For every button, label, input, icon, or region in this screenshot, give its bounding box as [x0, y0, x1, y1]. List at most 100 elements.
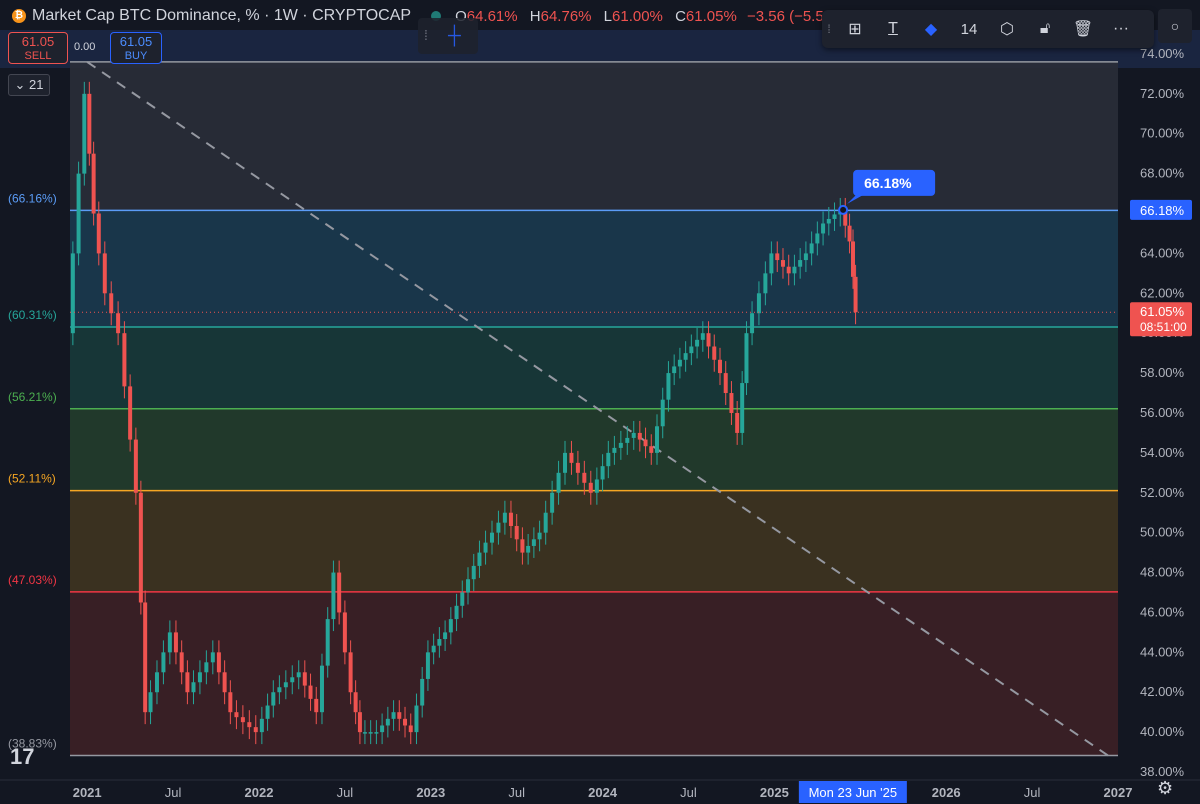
candle-body: [167, 632, 172, 653]
candle-body: [271, 692, 276, 706]
drawing-drag-handle[interactable]: ⁞ ┼: [418, 18, 478, 54]
add-template-icon[interactable]: ⊞: [848, 21, 862, 38]
indicator-toggle[interactable]: ⌄ 21: [8, 74, 50, 96]
callout-box: [853, 169, 936, 196]
fib-zone: [70, 408, 1118, 491]
text-color-icon[interactable]: T: [888, 20, 898, 37]
candle-body: [408, 725, 413, 733]
candle-body: [91, 153, 96, 214]
x-tick-label: Jul: [1024, 785, 1041, 800]
settings-icon[interactable]: ⬡: [1000, 21, 1014, 38]
lock-icon[interactable]: 🔓︎: [1039, 20, 1051, 37]
candle-body: [448, 619, 453, 633]
candle-body: [543, 512, 548, 533]
spread-value: 0.00: [74, 41, 96, 53]
candle-body: [612, 447, 617, 453]
fill-color-icon[interactable]: ◆: [924, 21, 938, 38]
candle-body: [853, 276, 858, 313]
candle-body: [550, 492, 555, 513]
sell-button[interactable]: 61.05 SELL: [8, 32, 68, 64]
fib-level-label: (60.31%): [8, 308, 57, 322]
candle-body: [197, 672, 202, 683]
delete-icon[interactable]: 🗑︎: [1072, 21, 1094, 38]
candle-body: [454, 605, 459, 620]
x-tick-label: 2027: [1104, 785, 1133, 800]
y-tick-label: 54.00%: [1140, 445, 1185, 460]
x-tick-label: Jul: [165, 785, 182, 800]
candle-body: [403, 718, 408, 726]
candle-body: [148, 692, 153, 713]
x-tick-label: 2022: [245, 785, 274, 800]
candle-body: [82, 93, 87, 174]
candle-body: [128, 386, 133, 440]
candle-body: [717, 359, 722, 374]
tradingview-logo-icon: 17: [10, 744, 35, 769]
scale-settings-icon[interactable]: ⚙: [1157, 778, 1174, 798]
candle-body: [185, 672, 190, 693]
candle-body: [740, 383, 745, 433]
candle-body: [133, 439, 138, 493]
candle-body: [496, 522, 501, 533]
candle-body: [508, 512, 513, 527]
drag-icon: ⁞: [424, 27, 428, 43]
candle-body: [253, 727, 258, 733]
y-tick-label: 62.00%: [1140, 285, 1185, 300]
candle-body: [606, 452, 611, 467]
candle-body: [240, 717, 245, 723]
candle-body: [431, 645, 436, 653]
callout-pointer: [847, 193, 866, 204]
candle-body: [594, 479, 599, 493]
fib-zone: [70, 61, 1118, 211]
toolbar-drag-icon[interactable]: ⁞: [827, 22, 831, 36]
buy-button[interactable]: 61.05 BUY: [110, 32, 162, 64]
candle-body: [460, 592, 465, 606]
y-tick-label: 70.00%: [1140, 126, 1185, 141]
candle-body: [331, 572, 336, 620]
x-tick-label: Jul: [337, 785, 354, 800]
callout-text: 66.18%: [864, 175, 912, 191]
y-tick-label: 74.00%: [1140, 46, 1185, 61]
candle-body: [265, 705, 270, 719]
candle-body: [729, 393, 734, 413]
more-icon[interactable]: ···: [1113, 20, 1129, 37]
candle-body: [161, 652, 166, 673]
candle-body: [618, 442, 623, 448]
candle-body: [191, 682, 196, 693]
fib-zone: [70, 490, 1118, 592]
peak-marker: [838, 204, 849, 215]
x-tick-label: 2023: [416, 785, 445, 800]
candle-body: [769, 253, 774, 274]
fib-level-label: (47.03%): [8, 573, 57, 587]
candle-body: [234, 712, 239, 718]
candle-body: [526, 545, 531, 553]
candle-body: [391, 712, 396, 719]
candle-body: [283, 682, 288, 688]
last-price-text: 61.05%: [1140, 304, 1185, 319]
candle-body: [420, 678, 425, 706]
font-size-select[interactable]: 14: [960, 20, 978, 38]
candle-body: [471, 565, 476, 580]
candle-body: [821, 223, 826, 234]
candle-body: [677, 359, 682, 367]
candle-body: [763, 273, 768, 294]
candle-body: [314, 698, 319, 713]
candle-body: [337, 572, 342, 613]
candle-body: [723, 373, 728, 394]
candle-body: [308, 685, 313, 699]
candle-body: [514, 526, 519, 540]
candle-body: [843, 209, 848, 226]
candle-body: [385, 718, 390, 726]
symbol-title[interactable]: Market Cap BTC Dominance, % · 1W · CRYPT…: [32, 7, 412, 24]
candle-body: [222, 672, 227, 693]
x-tick-label: Jul: [680, 785, 697, 800]
candle-body: [380, 725, 385, 733]
candle-body: [706, 333, 711, 347]
y-tick-label: 38.00%: [1140, 764, 1185, 779]
candle-body: [631, 432, 636, 438]
candle-body: [520, 539, 525, 553]
chart-menu-button[interactable]: ○: [1158, 9, 1192, 43]
candle-body: [348, 652, 353, 693]
candle-body: [756, 293, 761, 314]
candle-body: [357, 712, 362, 733]
